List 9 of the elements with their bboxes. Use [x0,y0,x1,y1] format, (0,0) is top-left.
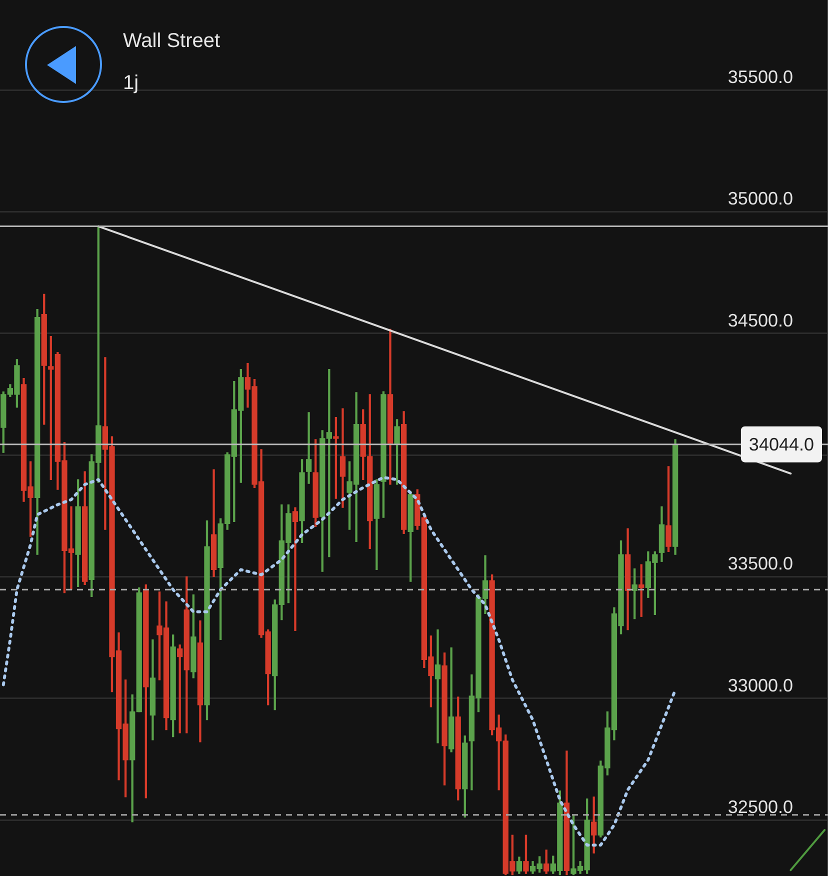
text: 1j [123,72,139,95]
y-tick-label: 35000.0 [728,188,793,209]
y-tick-label: 35500.0 [728,67,793,87]
y-tick-label: 32500.0 [728,797,793,817]
ref-line-label: 34044.0 [748,434,814,454]
y-tick-label: 33000.0 [728,675,793,696]
text: Wall Street [123,30,220,53]
y-tick-label: 34500.0 [728,310,793,330]
y-tick-label: 33500.0 [728,554,793,574]
